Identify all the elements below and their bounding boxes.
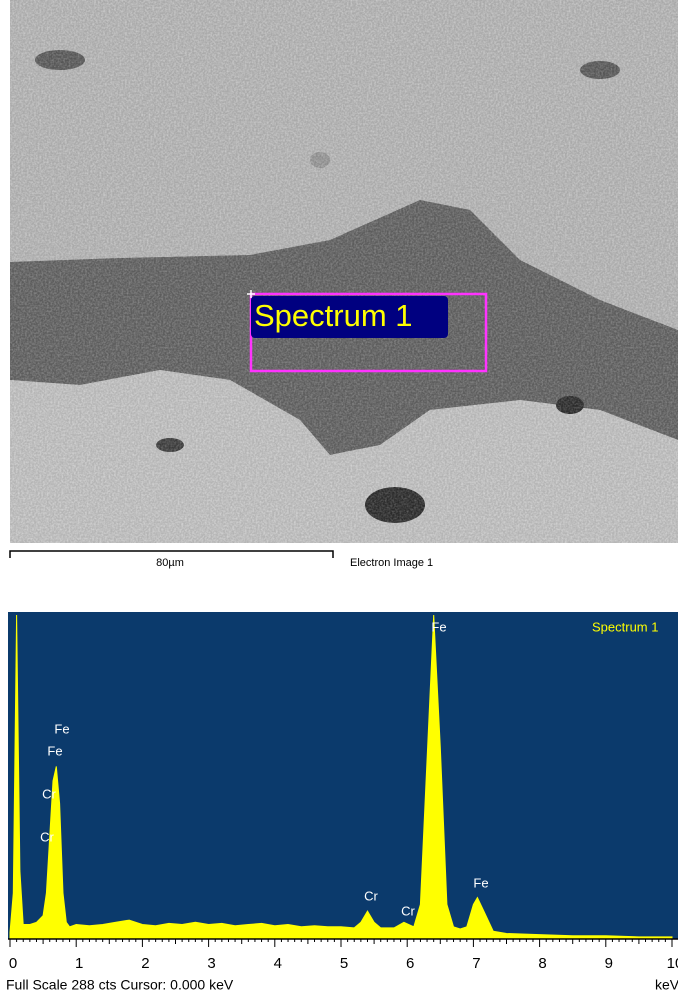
x-tick-label: 9 [605, 955, 613, 972]
x-tick-label: 1 [75, 955, 83, 972]
peak-label: Fe [47, 743, 62, 758]
x-tick-label: 4 [274, 955, 282, 972]
peak-label: Cr [364, 888, 378, 903]
x-tick-label: 8 [538, 955, 546, 972]
peak-label: Fe [473, 875, 488, 890]
peak-label: Cr [40, 829, 54, 844]
image-caption: Electron Image 1 [350, 557, 433, 569]
spectrum-title: Spectrum 1 [592, 619, 658, 634]
page: Spectrum 1 80µm Electron Image 1 Spectru… [0, 0, 678, 996]
region-label: Spectrum 1 [254, 298, 413, 333]
footer: Full Scale 288 cts Cursor: 0.000 keV [6, 977, 234, 993]
x-tick-label: 3 [207, 955, 215, 972]
screen: Spectrum 1 80µm Electron Image 1 Spectru… [0, 0, 678, 996]
electron-image [10, 0, 678, 543]
x-tick-label: 6 [406, 955, 414, 972]
x-tick-label: 2 [141, 955, 149, 972]
x-tick-label: 5 [340, 955, 348, 972]
peak-label: Fe [54, 721, 69, 736]
peak-label: Cr [401, 903, 415, 918]
peak-label: Cr [42, 786, 56, 801]
scale-label: 80µm [156, 557, 184, 569]
x-tick-label: 10 [667, 955, 678, 972]
x-tick-label: 0 [9, 955, 17, 972]
peak-label: Fe [431, 619, 446, 634]
x-tick-label: 7 [472, 955, 480, 972]
plot-background [8, 612, 678, 939]
x-axis-label: keV [655, 977, 678, 993]
